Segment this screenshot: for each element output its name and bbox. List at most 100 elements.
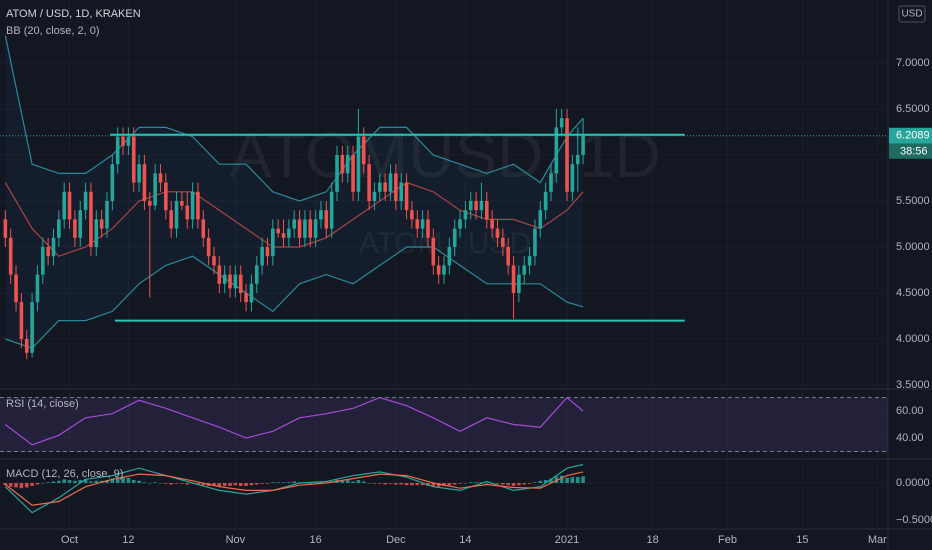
macd-histogram-bar [180, 483, 184, 484]
candle-body [313, 219, 318, 238]
candle-body [388, 173, 393, 192]
candle-body [324, 210, 329, 229]
candle-body [228, 274, 232, 289]
candle-body [265, 246, 270, 257]
candle-body [185, 205, 190, 220]
macd-histogram-bar [351, 481, 355, 484]
macd-histogram-bar [287, 482, 291, 484]
x-tick-label: 15 [796, 534, 808, 546]
macd-histogram-bar [559, 475, 564, 484]
macd-legend[interactable]: MACD (12, 26, close, 9) [6, 468, 123, 480]
macd-histogram-bar [265, 483, 270, 484]
candle-body [180, 200, 184, 206]
candle-body [73, 219, 77, 238]
candle-body [78, 210, 83, 238]
macd-histogram-bar [46, 482, 50, 484]
candle-body [51, 237, 56, 257]
macd-histogram-bar [308, 483, 313, 484]
candle-body [174, 200, 179, 229]
candle-body [484, 200, 489, 220]
macd-histogram-bar [158, 483, 163, 484]
candle-body [217, 265, 222, 284]
macd-histogram-bar [8, 483, 13, 487]
candle-body [308, 219, 313, 238]
candle-body [260, 246, 264, 266]
candle-body [137, 164, 141, 183]
candle-body [303, 219, 307, 238]
candle-body [527, 256, 532, 266]
candle-body [383, 182, 387, 192]
macd-histogram-bar [281, 482, 286, 484]
bb-basis [4, 181, 584, 257]
y-tick-label: 4.5000 [896, 287, 930, 299]
macd-histogram-bar [463, 483, 468, 484]
macd-histogram-bar [581, 476, 585, 484]
candle-body [522, 265, 527, 275]
candle-body [115, 136, 120, 165]
y-tick-label: 5.0000 [896, 241, 930, 253]
macd-histogram-bar [522, 483, 527, 485]
candle-body [458, 219, 462, 229]
macd-histogram-bar [399, 483, 404, 485]
macd-histogram-bar [549, 478, 553, 484]
candle-body [479, 200, 484, 211]
macd-histogram-bar [383, 483, 387, 485]
candle-body [3, 219, 8, 238]
candle-body [14, 274, 18, 303]
bb-legend[interactable]: BB (20, close, 2, 0) [6, 25, 100, 37]
x-tick-label: Mar [868, 534, 887, 546]
symbol-title[interactable]: ATOM / USD, 1D, KRAKEN [6, 8, 141, 20]
macd-histogram-bar [452, 483, 457, 485]
candle-body [190, 191, 195, 220]
y-tick-label: 6.5000 [896, 103, 930, 115]
candle-body [554, 127, 559, 174]
y-tick-label: −0.5000 [896, 514, 932, 526]
currency[interactable]: USD [901, 9, 922, 20]
macd-histogram-bar [356, 480, 361, 484]
macd-histogram-bar [24, 483, 29, 488]
candle-body [142, 164, 147, 201]
macd-histogram-bar [201, 483, 206, 486]
macd-histogram-bar [570, 477, 575, 484]
macd-histogram-bar [533, 482, 537, 484]
candle-body [549, 173, 553, 192]
candle-body [565, 118, 569, 192]
macd-histogram-bar [105, 480, 109, 484]
rsi-legend[interactable]: RSI (14, close) [6, 398, 79, 410]
candle-body [105, 200, 109, 229]
candle-body [559, 118, 564, 128]
macd-histogram-bar [89, 481, 93, 484]
x-tick-label: Nov [226, 534, 246, 546]
macd-histogram-bar [244, 483, 248, 486]
candle-body [281, 233, 286, 238]
candle-body [201, 219, 206, 238]
candle-body [121, 136, 125, 146]
macd-histogram-bar [142, 482, 147, 484]
macd-histogram-bar [474, 482, 478, 484]
macd-histogram-bar [238, 483, 243, 486]
candle-body [99, 219, 104, 229]
candle-body [158, 173, 163, 183]
macd-histogram-bar [517, 483, 521, 486]
macd-histogram-bar [19, 483, 24, 489]
macd-histogram-bar [554, 476, 559, 484]
macd-histogram-bar [319, 482, 323, 484]
macd-histogram-bar [115, 477, 120, 484]
macd-histogram-bar [447, 483, 452, 486]
macd-histogram-bar [345, 480, 350, 484]
macd-histogram-bar [94, 480, 99, 484]
currency-box[interactable] [898, 5, 926, 23]
candle-body [83, 191, 88, 211]
candle-body [447, 246, 452, 266]
rsi-line [4, 396, 584, 446]
candle-body [8, 237, 13, 275]
candle-body [222, 274, 227, 284]
candle-body [463, 210, 468, 220]
candle-body [431, 237, 436, 266]
candle-body [233, 274, 238, 289]
candle-body [89, 191, 93, 247]
macd-histogram-bar [404, 483, 409, 486]
candle-body [40, 246, 45, 275]
macd-histogram-bar [153, 482, 157, 484]
